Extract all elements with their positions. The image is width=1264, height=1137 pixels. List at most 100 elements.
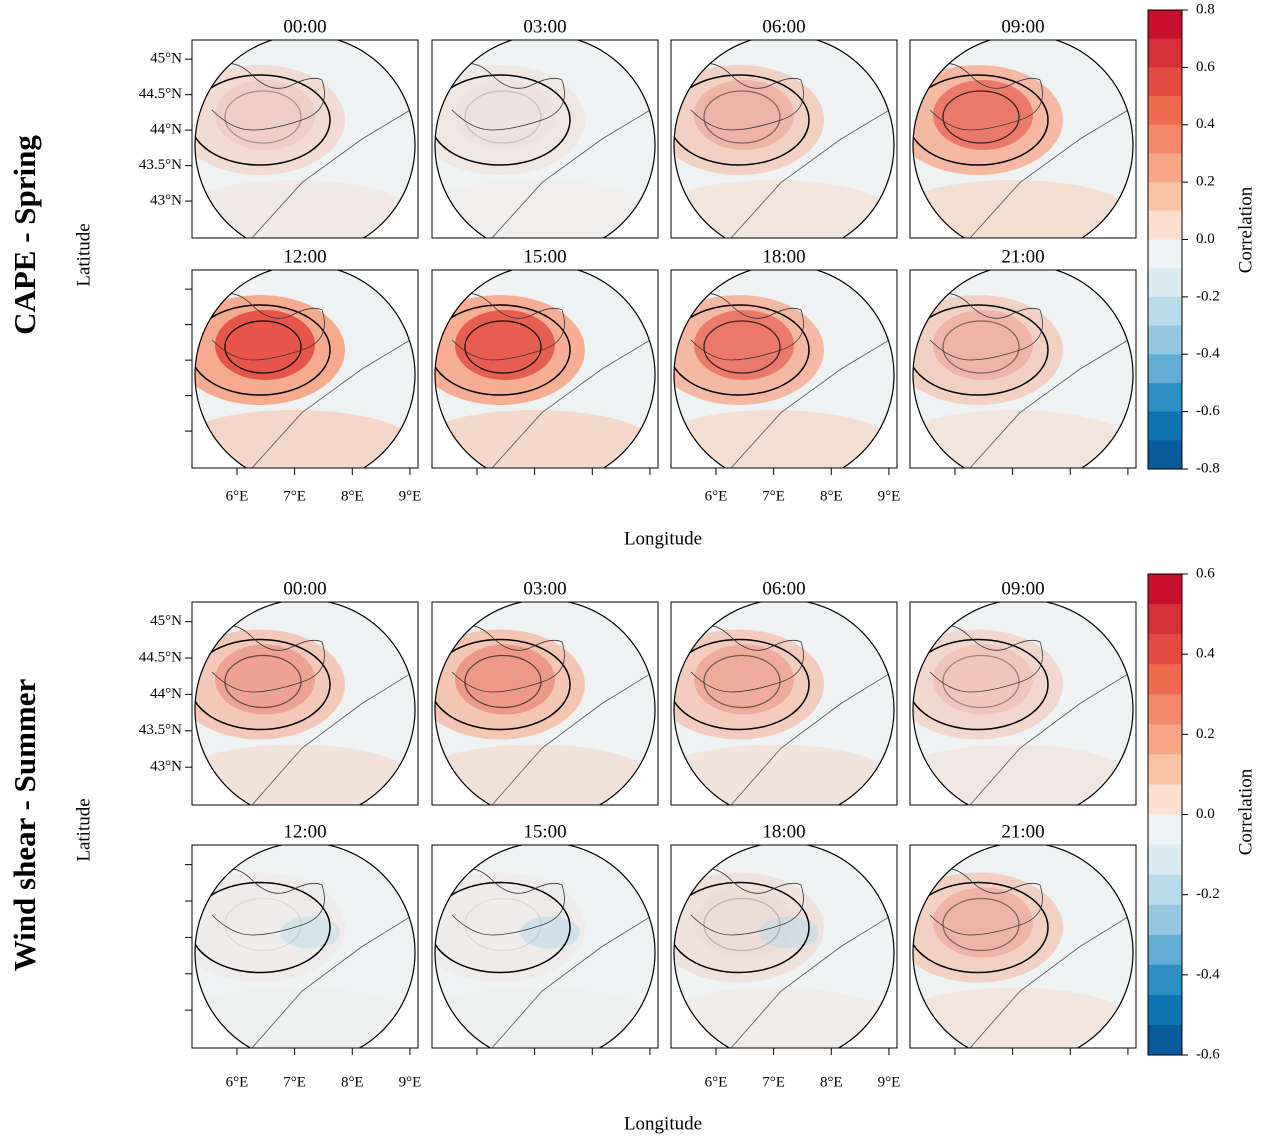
coastline — [969, 911, 1133, 1048]
field — [674, 270, 894, 468]
row-label: Wind shear - Summer — [7, 679, 42, 972]
panel-title: 09:00 — [1001, 578, 1044, 599]
colorbar-tick-label: 0.4 — [1196, 646, 1215, 662]
contour — [195, 881, 331, 974]
colorbar-swatch — [1148, 604, 1182, 635]
field-bg — [913, 270, 1133, 468]
contour — [224, 320, 302, 374]
coastline — [251, 911, 415, 1048]
field-shade — [195, 65, 345, 175]
contour — [913, 74, 1049, 166]
map-panel — [910, 602, 1136, 805]
field-bg — [913, 845, 1133, 1048]
domain-circle — [912, 602, 1134, 805]
colorbar-swatch — [1148, 354, 1182, 384]
contour — [464, 320, 542, 374]
y-tick-label: 43°N — [150, 759, 182, 775]
contour — [674, 881, 810, 974]
map-panel — [192, 602, 418, 805]
panel-frame — [431, 844, 659, 1049]
domain-circle — [673, 270, 895, 468]
colorbar-swatch — [1148, 268, 1182, 298]
domain-circle — [434, 602, 656, 805]
field — [913, 602, 1133, 805]
field-shade — [913, 295, 1063, 405]
domain-circle — [673, 602, 895, 805]
relief — [690, 625, 804, 693]
y-tick-label: 44.5°N — [139, 649, 182, 665]
panel-title: 21:00 — [1001, 246, 1044, 267]
coastline — [969, 104, 1133, 238]
panel-title: 03:00 — [523, 578, 566, 599]
relief — [929, 293, 1043, 361]
contour — [703, 320, 781, 374]
x-tick-label: 7°E — [283, 488, 306, 504]
colorbar-swatch — [1148, 694, 1182, 725]
domain-circle — [912, 845, 1134, 1048]
coastline — [730, 334, 894, 468]
map-panel — [432, 270, 658, 468]
colorbar-tick-label: -0.4 — [1196, 346, 1220, 362]
relief — [690, 293, 804, 361]
contour — [703, 897, 781, 952]
contour — [224, 654, 302, 709]
panel-title: 00:00 — [283, 578, 326, 599]
colorbar-swatch — [1148, 153, 1182, 183]
colorbar-swatch — [1148, 411, 1182, 441]
colorbar-swatch — [1148, 440, 1182, 470]
domain-circle — [434, 845, 656, 1048]
colorbar-tick-label: 0.6 — [1196, 59, 1215, 75]
x-tick-label: 8°E — [820, 488, 843, 504]
panel-frame — [909, 39, 1137, 239]
field — [674, 845, 894, 1048]
panel-title: 15:00 — [523, 246, 566, 267]
x-tick-label: 9°E — [399, 488, 422, 504]
field — [195, 270, 415, 468]
coastline — [730, 668, 894, 805]
field-shade — [694, 310, 794, 380]
colorbar-title: Correlation — [1235, 768, 1256, 855]
colorbar-swatch — [1148, 904, 1182, 936]
colorbar-tick-label: 0.8 — [1196, 1, 1215, 17]
panel-title: 15:00 — [523, 821, 566, 842]
relief — [451, 63, 565, 131]
field-shade — [435, 629, 585, 740]
y-tick-label: 45°N — [150, 613, 182, 629]
field — [674, 602, 894, 805]
contour — [195, 638, 331, 731]
y-tick-label: 45°N — [150, 51, 182, 67]
field-shade — [195, 872, 345, 983]
contour — [435, 304, 571, 396]
panel-frame — [431, 39, 659, 239]
panel-title: 12:00 — [283, 821, 326, 842]
colorbar-swatch — [1148, 754, 1182, 785]
field-shade — [215, 80, 315, 150]
colorbar-tick-label: -0.4 — [1196, 966, 1220, 982]
map-panel — [910, 40, 1136, 238]
panel-title: 18:00 — [762, 246, 805, 267]
relief — [211, 63, 325, 131]
contour — [913, 304, 1049, 396]
panel-title: 21:00 — [1001, 821, 1044, 842]
field-bg — [913, 602, 1133, 805]
field-bg — [435, 40, 655, 238]
colorbar-swatch — [1148, 124, 1182, 154]
panel-frame — [670, 601, 898, 806]
panel-title: 18:00 — [762, 821, 805, 842]
colorbar-tick-label: 0.4 — [1196, 116, 1215, 132]
colorbar-swatch — [1148, 10, 1182, 40]
x-tick-label: 6°E — [705, 1074, 728, 1090]
panel-frame — [909, 269, 1137, 469]
map-panel — [192, 40, 418, 238]
colorbar-swatch — [1148, 38, 1182, 68]
contour — [464, 654, 542, 709]
field-bg — [195, 40, 415, 238]
contour — [195, 74, 331, 166]
field-bg — [674, 845, 894, 1048]
colorbar-swatch — [1148, 994, 1182, 1026]
x-tick-label: 7°E — [283, 1074, 306, 1090]
field — [435, 602, 655, 805]
colorbar-swatch — [1148, 724, 1182, 755]
field-shade — [933, 644, 1033, 715]
x-tick-label: 8°E — [820, 1074, 843, 1090]
